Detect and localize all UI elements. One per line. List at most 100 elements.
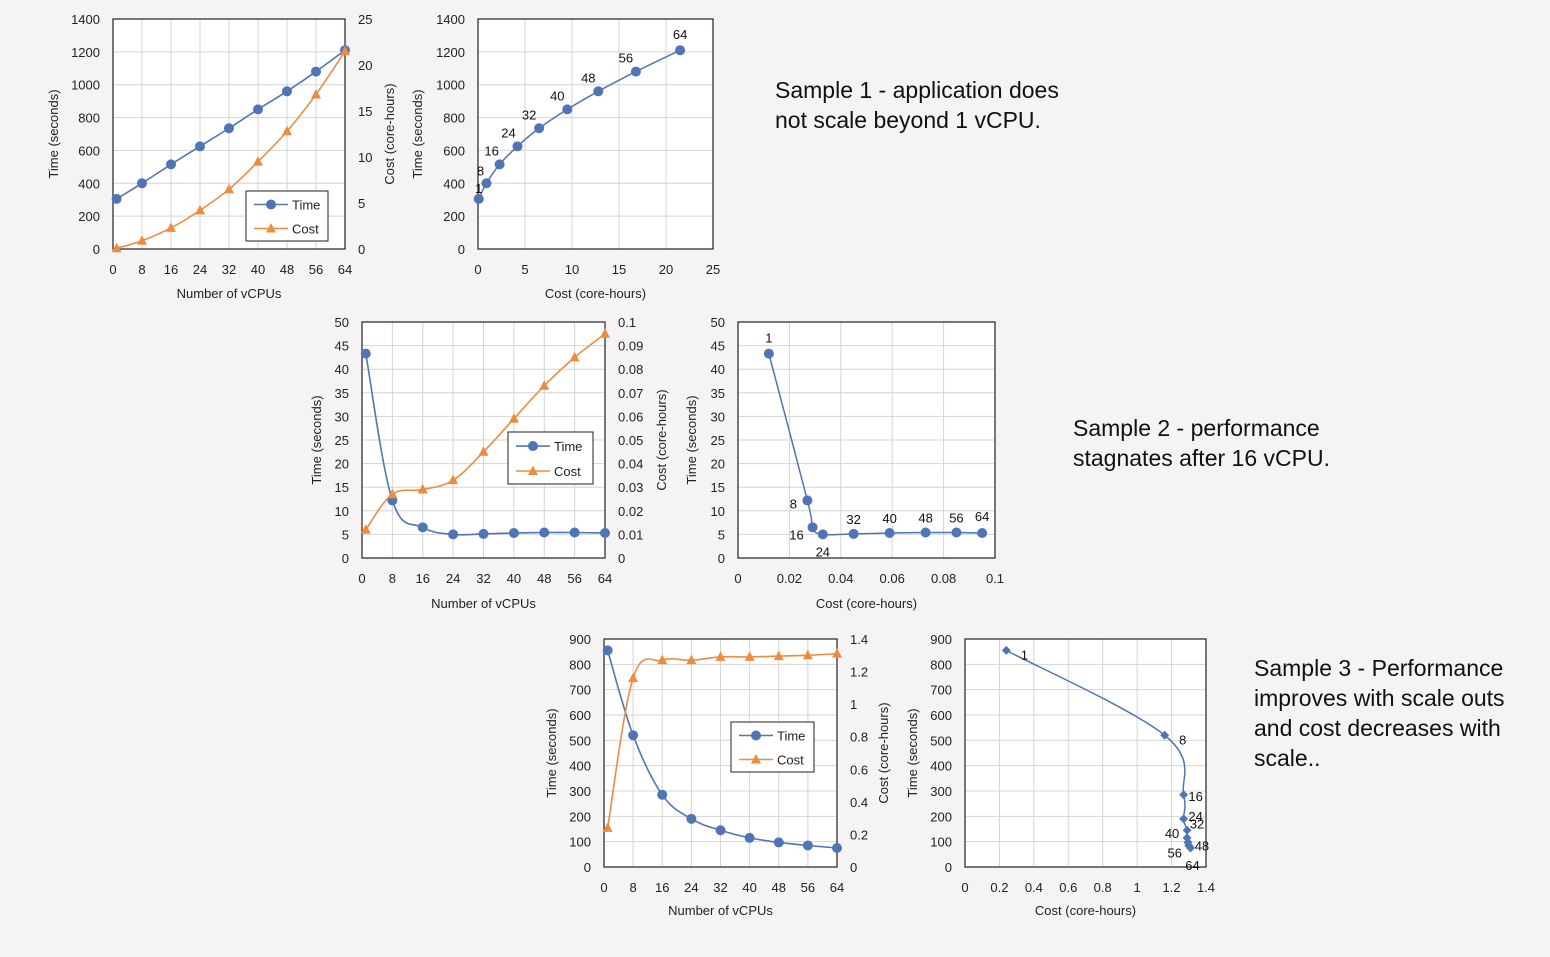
data-label: 40 [550,88,564,103]
data-point-time [478,528,489,539]
data-point-time [569,527,580,538]
data-point-time [282,86,292,97]
data-point-cost [111,242,122,253]
data-point-time [253,104,263,115]
data-point-cost [448,474,459,485]
y-tick-label: 800 [78,111,100,126]
data-point-time [539,527,550,538]
data-point-cost [360,524,371,534]
legend: Time Cost [730,721,815,773]
data-point-cost [508,413,519,423]
data-point [675,45,686,56]
y2-tick-label: 20 [358,58,372,73]
sample-1-note: Sample 1 - application does not scale be… [775,77,1059,133]
plot-area [478,19,713,249]
y-tick-label: 1400 [71,12,100,27]
y-tick-label: 0 [584,860,591,875]
data-point-time [773,837,784,848]
legend-label: Time [554,439,582,454]
y-tick-label: 900 [569,632,591,647]
data-point-time [137,178,147,189]
y2-tick-label: 0.02 [618,504,643,519]
data-point-cost [832,648,842,658]
x-tick-label: 0.08 [931,571,956,586]
data-point-cost [744,651,755,661]
data-point-time [802,840,813,851]
x-tick-label: 40 [251,262,265,277]
data-point [817,529,828,540]
data-label: 56 [619,51,633,66]
legend-marker [266,199,276,210]
y2-tick-label: 5 [358,196,365,211]
x-tick-label: 0.4 [1025,880,1043,895]
x-tick-label: 0 [600,880,607,895]
data-point-time [111,193,122,204]
data-label: 32 [846,512,860,527]
y-tick-label: 5 [342,527,349,542]
x-axis-label: Cost (core-hours) [545,286,646,301]
data-point-cost [802,649,813,660]
y2-tick-label: 0.07 [618,386,643,401]
x-tick-label: 24 [193,262,207,277]
y-axis-label: Time (seconds) [684,395,699,484]
y-tick-label: 600 [569,708,591,723]
y-tick-label: 25 [335,433,349,448]
data-point [593,86,604,97]
y-tick-label: 900 [930,632,952,647]
y2-tick-label: 0 [850,860,857,875]
x-tick-label: 32 [476,571,490,586]
y-tick-label: 10 [335,504,349,519]
plot-border [112,18,346,250]
legend-label: Cost [292,222,319,237]
data-point [884,527,895,538]
legend-label: Cost [777,753,804,768]
legend-marker [266,223,276,233]
y-tick-label: 15 [711,480,725,495]
plot-border [477,18,714,250]
y2-tick-label: 0.05 [618,433,643,448]
legend-label: Cost [554,464,581,479]
data-point-time [448,529,459,540]
x-axis-label: Number of vCPUs [177,286,282,301]
x-tick-label: 0.04 [828,571,853,586]
x-tick-label: 0 [109,262,116,277]
x-axis-label: Number of vCPUs [431,596,536,611]
data-label: 24 [1188,809,1202,824]
y2-axis-label: Cost (core-hours) [382,83,397,184]
y-tick-label: 300 [569,784,591,799]
data-label: 64 [1185,858,1199,873]
y-tick-label: 0 [93,242,100,257]
y-tick-label: 600 [78,143,100,158]
data-point [802,495,813,506]
x-tick-label: 16 [416,571,430,586]
data-label: 1 [765,331,772,346]
legend-marker [751,754,761,764]
x-tick-label: 8 [630,880,637,895]
y-tick-label: 400 [443,176,465,191]
data-label: 48 [581,70,595,85]
data-point [1179,790,1189,800]
y-tick-label: 600 [443,143,465,158]
x-tick-label: 48 [772,880,786,895]
y2-tick-label: 0.2 [850,827,868,842]
data-point-cost [600,328,610,338]
x-tick-label: 56 [309,262,323,277]
data-point [1179,814,1189,824]
x-axis-label: Number of vCPUs [668,903,773,918]
data-point-cost [602,822,613,832]
data-point-cost [387,488,398,499]
y-tick-label: 35 [335,386,349,401]
x-tick-label: 48 [537,571,551,586]
x-tick-label: 0.1 [986,571,1004,586]
sample-3-note: Sample 3 - Performance improves with sca… [1254,655,1505,771]
legend-box [245,190,329,242]
y-axis-label: Time (seconds) [905,708,920,797]
data-point [630,66,641,77]
data-point-time [657,789,668,800]
y-tick-label: 20 [711,457,725,472]
legend-box [507,431,594,485]
data-point-time [832,843,842,853]
x-tick-label: 56 [567,571,581,586]
y-tick-label: 25 [711,433,725,448]
